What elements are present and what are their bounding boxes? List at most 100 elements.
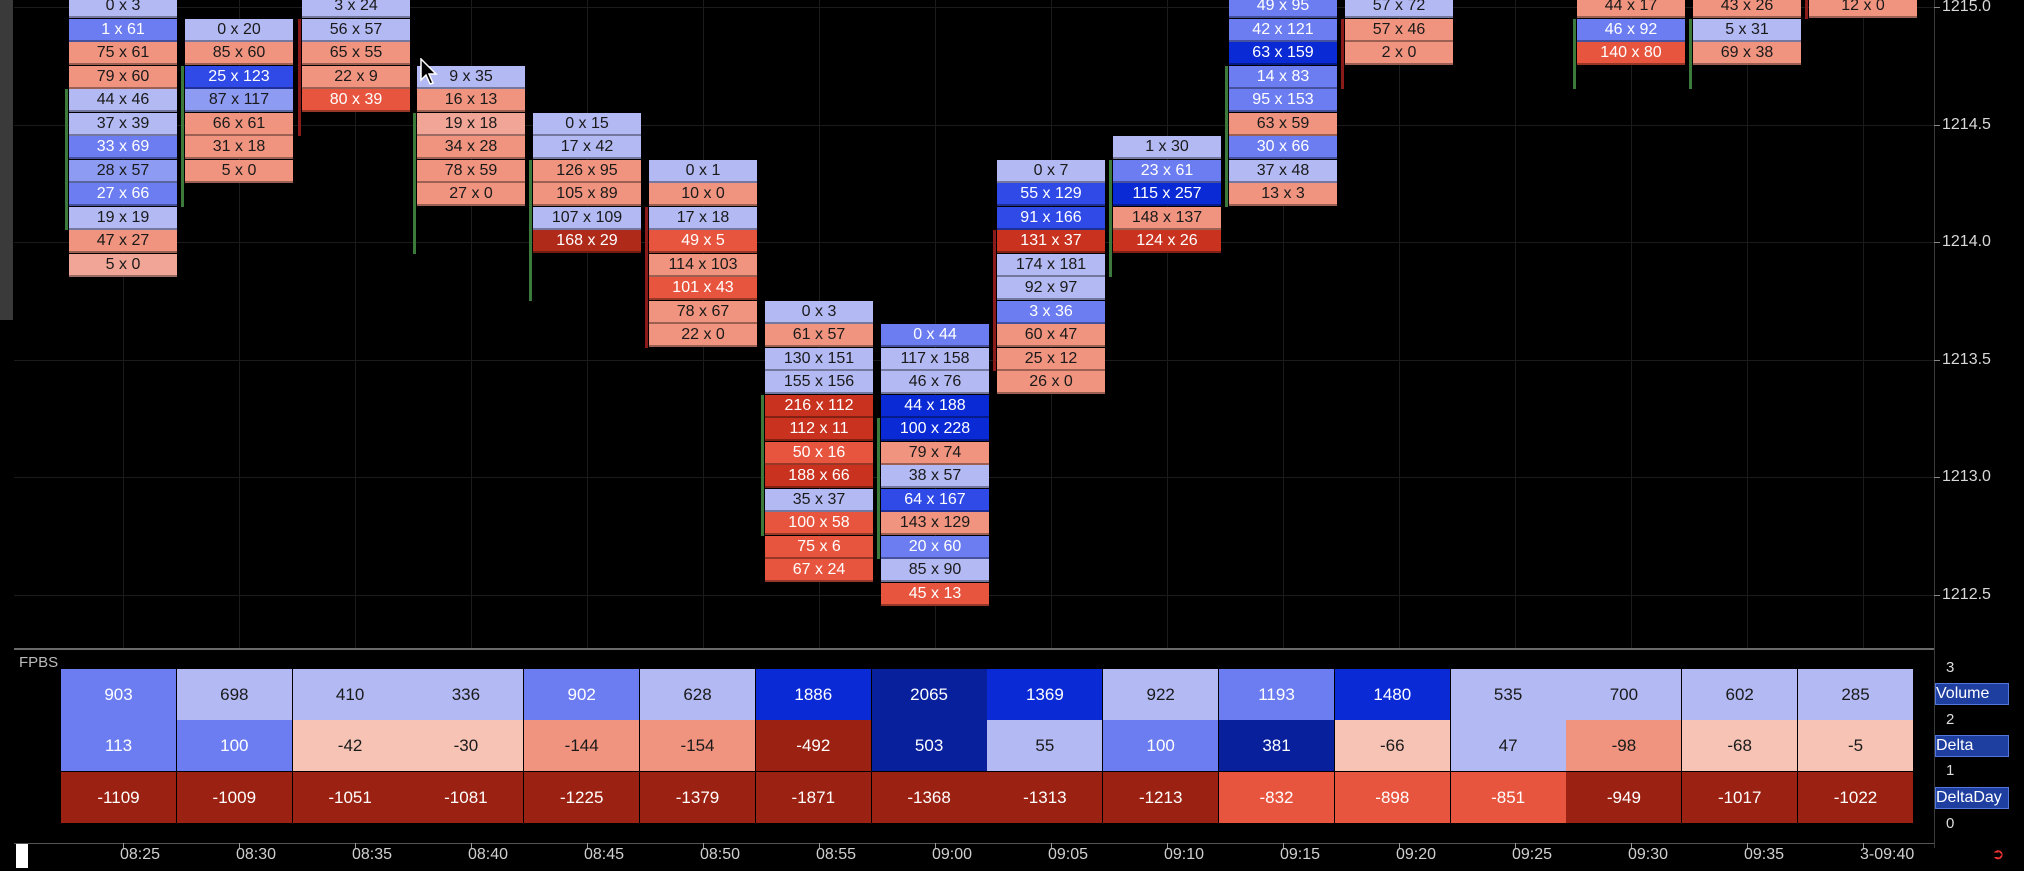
- footprint-cell: 57 x 46: [1345, 18, 1453, 42]
- time-tick: [1051, 843, 1052, 849]
- scroll-thumb[interactable]: [16, 844, 28, 868]
- footprint-cell: 20 x 60: [881, 535, 989, 559]
- footprint-cell: 114 x 103: [649, 253, 757, 277]
- delta-day-cell: -949: [1566, 772, 1682, 823]
- time-tick: [1515, 843, 1516, 849]
- candle-marker: [1689, 18, 1692, 89]
- footprint-cell: 47 x 27: [69, 230, 177, 253]
- footprint-cell: 38 x 57: [881, 465, 989, 488]
- footprint-cell: 80 x 39: [302, 89, 410, 112]
- footprint-cell: 49 x 95: [1229, 0, 1337, 18]
- time-axis[interactable]: [14, 843, 1934, 866]
- footprint-cell: 168 x 29: [533, 230, 641, 253]
- row-label-volume: Volume: [1935, 683, 2009, 705]
- footprint-cell: 57 x 72: [1345, 0, 1453, 18]
- time-tick: [123, 843, 124, 849]
- candle-marker: [1341, 18, 1344, 89]
- price-tick: [1934, 7, 1940, 8]
- time-tick: [819, 843, 820, 849]
- footprint-cell: 22 x 0: [649, 324, 757, 347]
- grid-line-h: [14, 125, 1934, 126]
- price-tick: [1934, 477, 1940, 478]
- price-label: 1213.0: [1942, 468, 1991, 485]
- grid-line-v: [1747, 0, 1748, 648]
- footprint-cell: 26 x 0: [997, 371, 1105, 394]
- delta-day-cell: -1109: [61, 772, 176, 823]
- footprint-cell: 75 x 61: [69, 42, 177, 65]
- footprint-cell: 155 x 156: [765, 371, 873, 394]
- footprint-cell: 188 x 66: [765, 465, 873, 488]
- candle-marker: [529, 159, 532, 301]
- price-axis[interactable]: [1934, 0, 2024, 848]
- time-label: 09:00: [932, 846, 973, 863]
- arrow-exit-icon[interactable]: ➲: [1991, 846, 2005, 863]
- footprint-cell: 17 x 18: [649, 206, 757, 230]
- delta-day-cell: -851: [1450, 772, 1566, 823]
- grid-line-h: [14, 7, 1934, 8]
- footprint-cell: 115 x 257: [1113, 183, 1221, 206]
- footprint-cell: 0 x 3: [69, 0, 177, 18]
- time-label: 08:55: [816, 846, 857, 863]
- footprint-cell: 67 x 24: [765, 559, 873, 582]
- footprint-cell: 44 x 46: [69, 89, 177, 112]
- delta-day-cell: -1009: [176, 772, 292, 823]
- time-tick: [239, 843, 240, 849]
- price-tick: [1934, 242, 1940, 243]
- candle-marker: [181, 65, 184, 207]
- footprint-cell: 91 x 166: [997, 206, 1105, 230]
- volume-cell: 700: [1566, 669, 1682, 720]
- volume-cell: 903: [61, 669, 176, 720]
- scale-label: 3: [1946, 659, 1955, 676]
- price-label: 1212.5: [1942, 586, 1991, 603]
- time-label: 08:50: [700, 846, 741, 863]
- price-label: 1214.0: [1942, 233, 1991, 250]
- time-tick: [1399, 843, 1400, 849]
- footprint-cell: 92 x 97: [997, 277, 1105, 300]
- grid-line-v: [1399, 0, 1400, 648]
- scale-label: 1: [1946, 762, 1955, 779]
- footprint-cell: 65 x 55: [302, 42, 410, 65]
- time-tick: [1747, 843, 1748, 849]
- time-label: 09:35: [1744, 846, 1785, 863]
- footprint-cell: 78 x 59: [417, 159, 525, 183]
- delta-cell: -5: [1798, 720, 1913, 771]
- scale-label: 0: [1946, 815, 1955, 832]
- price-tick: [1934, 360, 1940, 361]
- footprint-cell: 45 x 13: [881, 582, 989, 606]
- footprint-cell: 79 x 60: [69, 65, 177, 89]
- footprint-cell: 35 x 37: [765, 488, 873, 512]
- footprint-cell: 46 x 76: [881, 371, 989, 394]
- footprint-cell: 16 x 13: [417, 89, 525, 112]
- volume-cell: 285: [1798, 669, 1913, 720]
- delta-day-cell: -832: [1219, 772, 1334, 823]
- price-label: 1214.5: [1942, 116, 1991, 133]
- delta-day-cell: -1081: [408, 772, 524, 823]
- footprint-cell: 55 x 129: [997, 183, 1105, 206]
- footprint-cell: 131 x 37: [997, 230, 1105, 253]
- delta-day-cell: -1368: [871, 772, 987, 823]
- candle-marker: [761, 394, 764, 536]
- delta-cell: 100: [176, 720, 292, 771]
- footprint-cell: 78 x 67: [649, 300, 757, 324]
- delta-day-cell: -1017: [1682, 772, 1798, 823]
- time-tick: [703, 843, 704, 849]
- grid-line-v: [1283, 0, 1284, 648]
- footprint-cell: 0 x 44: [881, 324, 989, 347]
- delta-day-cell: -1225: [524, 772, 640, 823]
- panel-separator[interactable]: [14, 648, 1934, 650]
- footprint-cell: 22 x 9: [302, 65, 410, 89]
- footprint-cell: 0 x 7: [997, 159, 1105, 183]
- candle-marker: [1109, 159, 1112, 277]
- volume-cell: 922: [1103, 669, 1219, 720]
- delta-day-cell: -1213: [1103, 772, 1219, 823]
- delta-day-cell: -898: [1334, 772, 1450, 823]
- time-label: 3-09:40: [1860, 846, 1915, 863]
- candle-marker: [1573, 18, 1576, 89]
- volume-cell: 1369: [987, 669, 1103, 720]
- time-label: 08:30: [236, 846, 277, 863]
- left-toolbar-strip[interactable]: [0, 0, 13, 320]
- footprint-cell: 75 x 6: [765, 535, 873, 559]
- footprint-cell: 5 x 0: [69, 253, 177, 277]
- footprint-cell: 3 x 36: [997, 300, 1105, 324]
